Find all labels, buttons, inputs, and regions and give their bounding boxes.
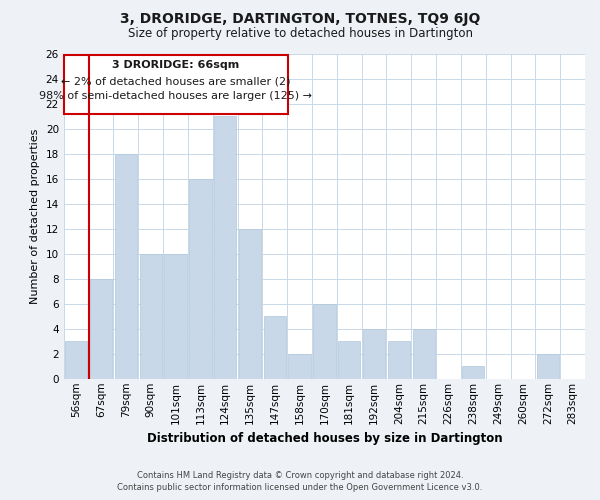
Text: Size of property relative to detached houses in Dartington: Size of property relative to detached ho… [128, 28, 473, 40]
Bar [313, 304, 335, 379]
Bar [140, 254, 162, 379]
Bar [239, 229, 261, 379]
Bar [164, 254, 187, 379]
Bar [413, 329, 435, 379]
Bar [115, 154, 137, 379]
Bar [65, 342, 88, 379]
Bar [263, 316, 286, 379]
Bar [462, 366, 484, 379]
Bar [289, 354, 311, 379]
Text: ← 2% of detached houses are smaller (2): ← 2% of detached houses are smaller (2) [61, 76, 290, 86]
Bar [388, 342, 410, 379]
Bar [338, 342, 361, 379]
FancyBboxPatch shape [64, 55, 288, 114]
Text: 3, DRORIDGE, DARTINGTON, TOTNES, TQ9 6JQ: 3, DRORIDGE, DARTINGTON, TOTNES, TQ9 6JQ [120, 12, 480, 26]
Bar [214, 116, 236, 379]
Bar [363, 329, 385, 379]
Text: Contains HM Land Registry data © Crown copyright and database right 2024.
Contai: Contains HM Land Registry data © Crown c… [118, 471, 482, 492]
Bar [189, 179, 212, 379]
X-axis label: Distribution of detached houses by size in Dartington: Distribution of detached houses by size … [146, 432, 502, 445]
Bar [90, 279, 112, 379]
Y-axis label: Number of detached properties: Number of detached properties [30, 128, 40, 304]
Text: 98% of semi-detached houses are larger (125) →: 98% of semi-detached houses are larger (… [39, 92, 312, 102]
Text: 3 DRORIDGE: 66sqm: 3 DRORIDGE: 66sqm [112, 60, 239, 70]
Bar [536, 354, 559, 379]
